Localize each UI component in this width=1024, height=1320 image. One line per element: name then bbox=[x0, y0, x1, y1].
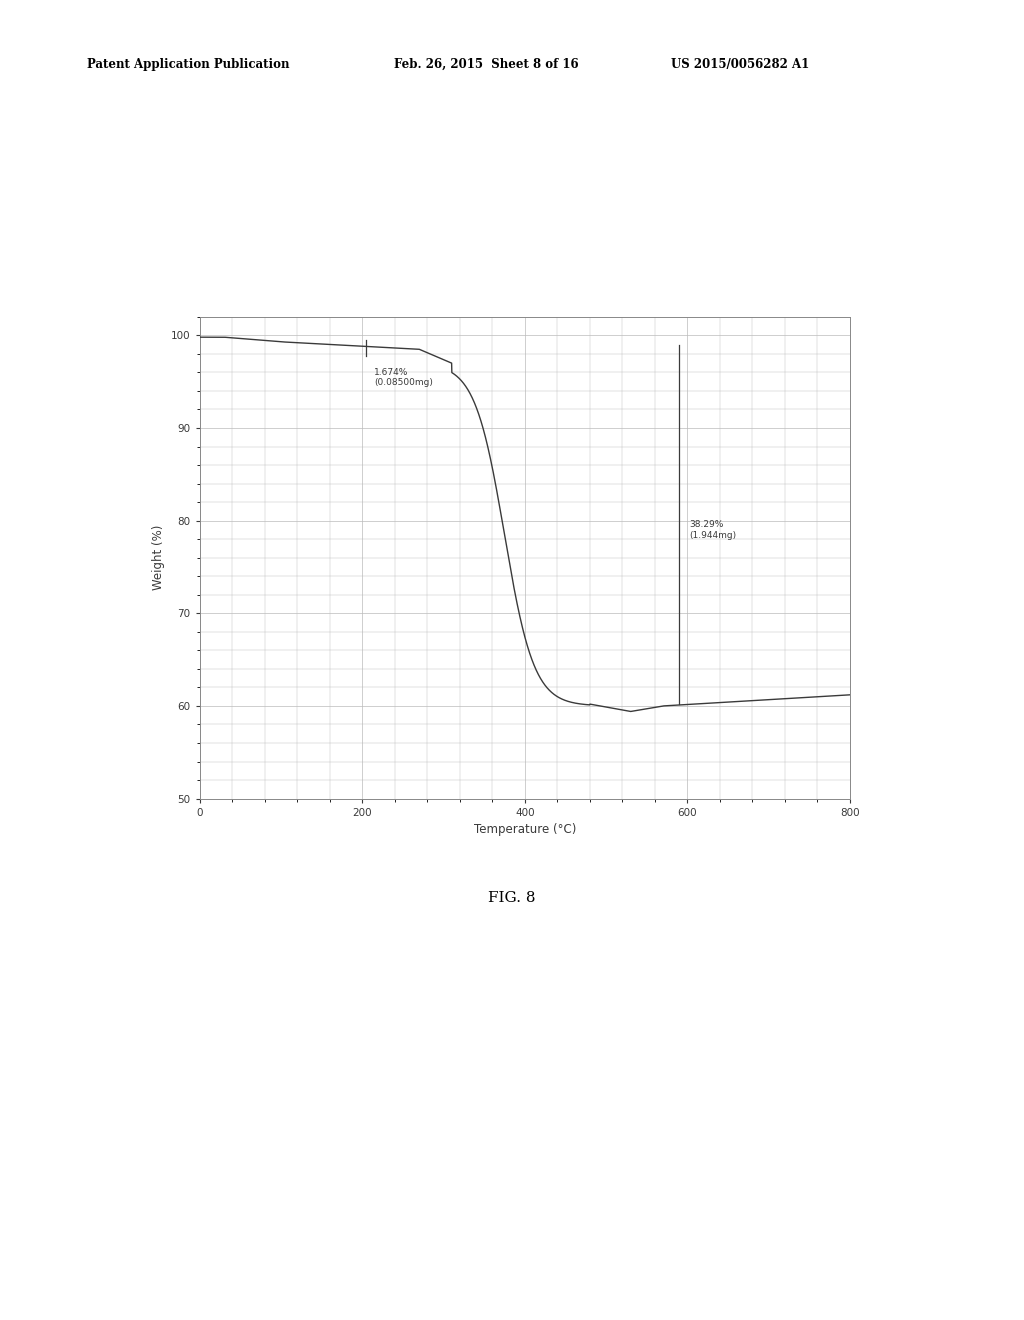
Text: FIG. 8: FIG. 8 bbox=[488, 891, 536, 906]
Text: Patent Application Publication: Patent Application Publication bbox=[87, 58, 290, 71]
Text: US 2015/0056282 A1: US 2015/0056282 A1 bbox=[671, 58, 809, 71]
Y-axis label: Weight (%): Weight (%) bbox=[153, 525, 166, 590]
Text: Feb. 26, 2015  Sheet 8 of 16: Feb. 26, 2015 Sheet 8 of 16 bbox=[394, 58, 579, 71]
Text: 1.674%
(0.08500mg): 1.674% (0.08500mg) bbox=[375, 368, 433, 387]
X-axis label: Temperature (°C): Temperature (°C) bbox=[474, 824, 575, 836]
Text: 38.29%
(1.944mg): 38.29% (1.944mg) bbox=[689, 520, 736, 540]
